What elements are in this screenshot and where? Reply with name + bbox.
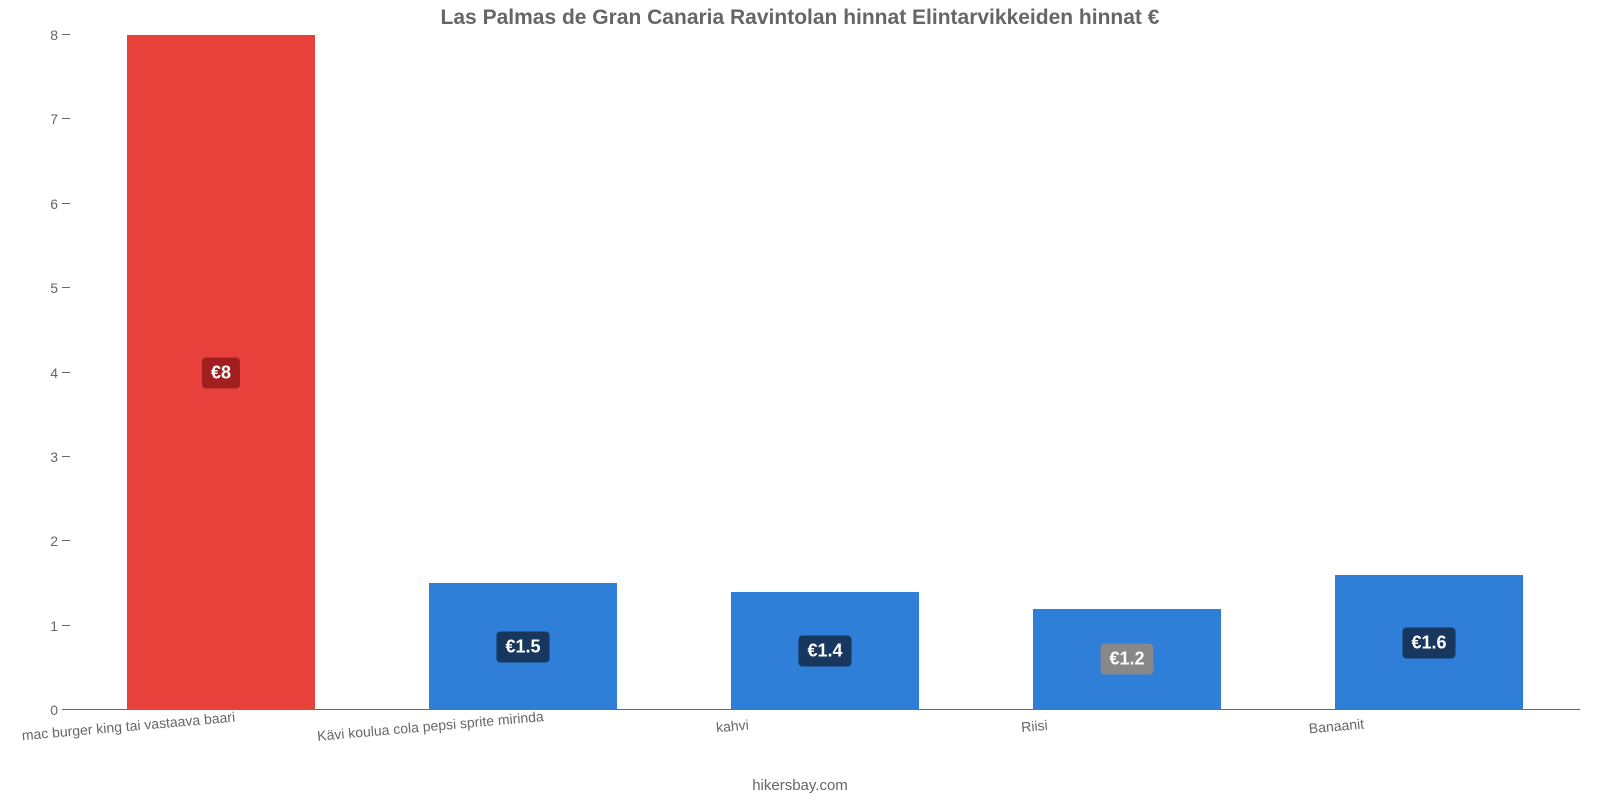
x-category-label: Riisi — [1020, 709, 1048, 735]
bar-value-label: €8 — [202, 357, 240, 388]
plot-area: €8€1.5€1.4€1.2€1.6 012345678mac burger k… — [70, 35, 1580, 710]
y-tick-label: 3 — [50, 449, 70, 465]
bar-value-label: €1.5 — [496, 631, 549, 662]
chart-source: hikersbay.com — [752, 777, 848, 794]
y-tick-label: 5 — [50, 280, 70, 296]
chart-title: Las Palmas de Gran Canaria Ravintolan hi… — [0, 0, 1600, 30]
y-tick-label: 7 — [50, 111, 70, 127]
x-category-label: Banaanit — [1308, 708, 1365, 737]
y-tick-label: 2 — [50, 533, 70, 549]
bars-layer: €8 €1.5 €1.4 €1.2 €1.6 — [70, 35, 1580, 710]
bar-value-label: €1.4 — [798, 635, 851, 666]
bar-value-label: €1.6 — [1402, 627, 1455, 658]
x-category-label: kahvi — [715, 709, 750, 736]
y-tick-label: 6 — [50, 196, 70, 212]
chart-container: Las Palmas de Gran Canaria Ravintolan hi… — [0, 0, 1600, 800]
y-tick-label: 8 — [50, 27, 70, 43]
bar-value-label: €1.2 — [1100, 644, 1153, 675]
y-tick-label: 1 — [50, 618, 70, 634]
y-tick-label: 4 — [50, 365, 70, 381]
